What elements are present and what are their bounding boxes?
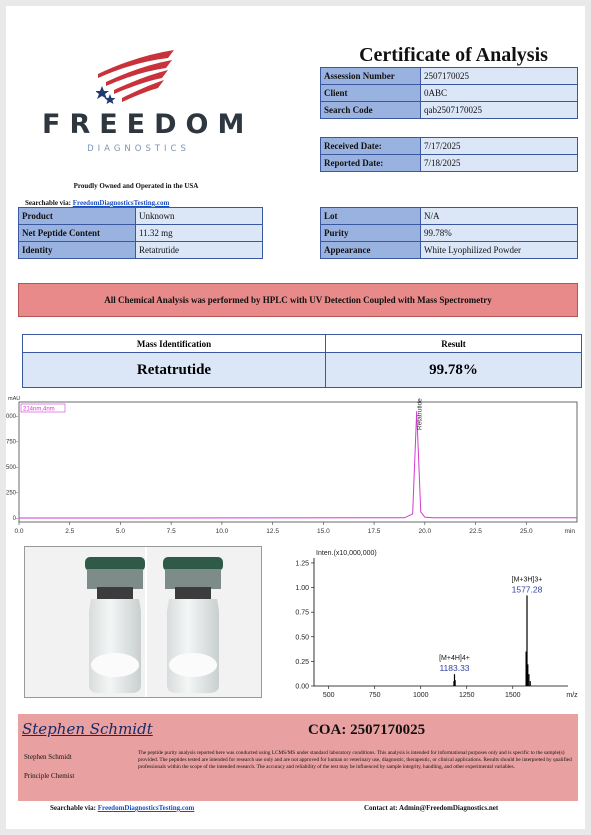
y-tick-label: 0.50 (295, 634, 309, 641)
x-tick-label: 750 (369, 692, 381, 699)
x-unit: m/z (566, 692, 578, 699)
dates-table: Received Date: 7/17/2025 Reported Date: 7/… (320, 137, 578, 172)
product-label: Product (18, 207, 136, 225)
certificate-page: FREEDOM DIAGNOSTICS Proudly Owned and Op… (6, 6, 585, 829)
reported-date-label: Reported Date: (320, 154, 421, 172)
method-banner: All Chemical Analysis was performed by H… (18, 283, 578, 317)
footer-searchable-label: Searchable via: (50, 804, 96, 812)
identity-value: Retatrutide (135, 241, 263, 259)
accession-label: Assession Number (320, 67, 421, 85)
legend-label: 214nm,4nm (23, 407, 55, 413)
search-code-value: qab2507170025 (420, 101, 578, 119)
lot-value: N/A (420, 207, 578, 225)
x-tick-label: 25.0 (520, 528, 533, 535)
result-header: Result (325, 334, 582, 353)
footer-contact: Contact at: Admin@FreedomDiagnostics.net (364, 804, 498, 812)
purity-label: Purity (320, 224, 421, 242)
search-code-label: Search Code (320, 101, 421, 119)
y-tick-label: 750- (6, 440, 18, 446)
y-axis-label: mAU (8, 396, 20, 402)
x-tick-label: 1500 (505, 692, 521, 699)
signer-role: Principle Chemist (24, 772, 75, 780)
y-tick-label: 0.00 (295, 684, 309, 691)
chromatogram-trace (18, 411, 578, 519)
vial-1 (85, 557, 145, 693)
coa-number: COA: 2507170025 (308, 722, 426, 738)
x-tick-label: 20.0 (418, 528, 431, 535)
vial-2 (163, 557, 223, 693)
x-tick-label: 500 (323, 692, 335, 699)
x-tick-label: 22.5 (469, 528, 482, 535)
searchable-link[interactable]: FreedomDiagnosticsTesting.com (72, 199, 170, 207)
appearance-label: Appearance (320, 241, 421, 259)
accession-table: Assession Number 2507170025 Client 0ABC Se… (320, 67, 578, 119)
accession-value: 2507170025 (420, 67, 578, 85)
y-tick-label: 0.25 (295, 659, 309, 666)
y-tick-label: 500- (6, 465, 18, 471)
y-tick-label: 0.75 (295, 610, 309, 617)
footer-searchable: Searchable via: FreedomDiagnosticsTestin… (50, 804, 194, 812)
vial-photos (24, 546, 262, 698)
result-value: 99.78% (325, 352, 582, 388)
lot-label: Lot (320, 207, 421, 225)
x-unit: min (565, 528, 576, 535)
x-tick-label: 1250 (459, 692, 475, 699)
signer-name: Stephen Schmidt (24, 753, 72, 761)
reported-date-value: 7/18/2025 (420, 154, 578, 172)
x-tick-label: 12.5 (266, 528, 279, 535)
x-tick-label: 17.5 (368, 528, 381, 535)
signature-block: Stephen Schmidt COA: 2507170025 Stephen … (18, 714, 578, 801)
mass-id-value: Retatrutide (22, 352, 326, 388)
client-value: 0ABC (420, 84, 578, 102)
brand-subtitle: DIAGNOSTICS (87, 144, 190, 154)
y-axis-label: Inten.(x10,000,000) (316, 550, 377, 557)
x-tick-label: 1000 (413, 692, 429, 699)
hplc-plot-area (18, 401, 578, 523)
received-date-label: Received Date: (320, 137, 421, 155)
peak-label: Retatrutide (417, 398, 424, 430)
mass-spectrum: Inten.(x10,000,000) 1.25 1.00 0.75 0.50 0.25 0… (295, 550, 578, 699)
product-value: Unknown (135, 207, 263, 225)
appearance-value: White Lyophilized Powder (420, 241, 578, 259)
y-tick-label: 1000- (6, 414, 18, 420)
peak-mz-label: 1577.28 (512, 584, 543, 594)
peak-ion-label: [M+4H]4+ (439, 655, 470, 662)
x-tick-label: 7.5 (167, 528, 176, 535)
y-tick-label: 1.00 (295, 585, 309, 592)
x-tick-label: 2.5 (65, 528, 74, 535)
peak-ion-label: [M+3H]3+ (512, 576, 543, 583)
net-peptide-label: Net Peptide Content (18, 224, 136, 242)
y-tick-label: 250- (6, 491, 18, 497)
lot-table: Lot N/A Purity 99.78% Appearance White Lyop… (320, 207, 578, 259)
searchable-line: Searchable via: FreedomDiagnosticsTestin… (25, 199, 169, 207)
legend-box (20, 403, 66, 413)
y-tick-label: 0- (13, 516, 18, 522)
mass-identification-table: Mass Identification Result Retatrutide 9… (22, 334, 582, 388)
x-tick-label: 5.0 (116, 528, 125, 535)
x-tick-label: 10.0 (216, 528, 229, 535)
x-tick-label: 0.0 (14, 528, 23, 535)
page-title: Certificate of Analysis (359, 44, 548, 66)
footer-searchable-link[interactable]: FreedomDiagnosticsTesting.com (97, 804, 195, 812)
purity-value: 99.78% (420, 224, 578, 242)
signature-script: Stephen Schmidt (22, 720, 153, 738)
y-tick-label: 1.25 (295, 560, 309, 567)
mass-id-header: Mass Identification (22, 334, 326, 353)
footer-contact-email[interactable]: Admin@FreedomDiagnostics.net (399, 804, 499, 812)
peak-mz-label: 1183.33 (439, 663, 469, 673)
disclaimer-text: The peptide purity analysis reported her… (138, 750, 572, 770)
owned-tagline: Proudly Owned and Operated in the USA (73, 182, 199, 190)
flag-logo-icon (96, 50, 174, 104)
net-peptide-value: 11.32 mg (135, 224, 263, 242)
hplc-chromatogram: 0.0 2.5 5.0 7.5 10.0 12.5 15.0 17.5 20.0 22.5 25.0… (6, 396, 578, 535)
searchable-label: Searchable via: (25, 199, 71, 207)
footer-contact-label: Contact at: (364, 804, 398, 812)
brand-name: FREEDOM (42, 109, 254, 140)
identity-label: Identity (18, 241, 136, 259)
vial-photo-image (25, 547, 261, 697)
product-table: Product Unknown Net Peptide Content 11.32 … (18, 207, 263, 259)
client-label: Client (320, 84, 421, 102)
received-date-value: 7/17/2025 (420, 137, 578, 155)
x-tick-label: 15.0 (317, 528, 330, 535)
